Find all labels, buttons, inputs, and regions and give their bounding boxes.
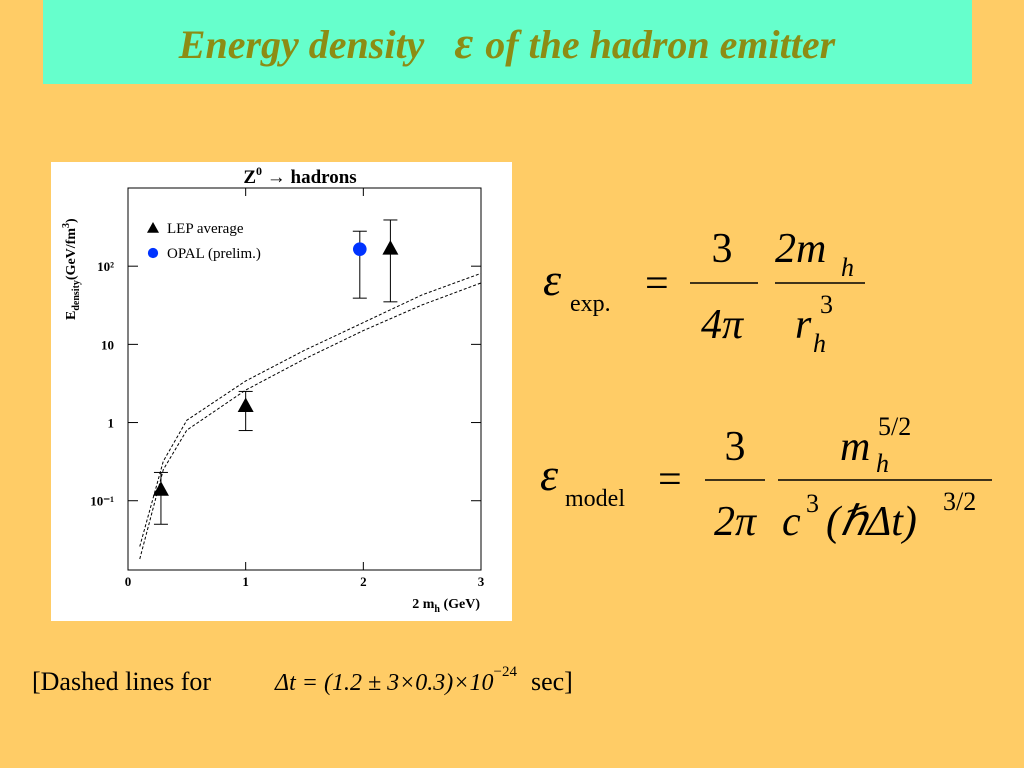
footnote-expr: Δt = (1.2 ± 3×0.3)×10 xyxy=(274,670,494,696)
model-curve xyxy=(139,282,482,560)
triangle-marker xyxy=(147,222,159,233)
circle-marker xyxy=(353,242,367,256)
plot-panel xyxy=(51,162,512,621)
equation-text: 2m xyxy=(775,226,826,272)
plot-title-part: 0 xyxy=(256,164,262,178)
y-axis-label-part: E xyxy=(64,311,79,320)
equation-text: 4π xyxy=(701,302,744,348)
y-axis-label-part: (GeV/fm xyxy=(64,228,79,280)
equation-text: c xyxy=(782,499,801,545)
equation-text: (ℏΔt) xyxy=(826,499,917,545)
y-axis-label-part: density xyxy=(71,280,82,311)
y-tick-label: 10² xyxy=(97,259,114,274)
equation-text: h xyxy=(876,449,889,478)
plot-title-part: Z xyxy=(243,167,256,188)
x-axis-label-part: h xyxy=(434,604,440,615)
x-tick-label: 2 xyxy=(360,574,367,589)
x-axis-label-part: (GeV) xyxy=(440,597,480,612)
x-axis-label-part: 2 m xyxy=(412,597,435,612)
y-axis-label-part: ) xyxy=(64,218,79,223)
equation-text: exp. xyxy=(570,291,611,317)
equation-text: 3 xyxy=(712,226,733,272)
y-axis-label: Edensity(GeV/fm3) xyxy=(61,218,82,320)
equation-text: = xyxy=(658,457,682,503)
y-tick-label: 1 xyxy=(108,416,115,431)
triangle-marker xyxy=(382,240,399,255)
equation-text: 3 xyxy=(820,290,833,319)
y-tick-label: 10 xyxy=(101,337,114,352)
triangle-marker xyxy=(152,481,169,496)
legend-label: LEP average xyxy=(167,221,244,237)
legend-label: OPAL (prelim.) xyxy=(167,246,261,262)
equation-text: 5/2 xyxy=(878,412,911,441)
equation-text: = xyxy=(645,261,669,307)
title-part: of the hadron emitter xyxy=(485,22,835,67)
model-curve xyxy=(139,272,482,547)
equation-text: 3 xyxy=(725,424,746,470)
plot-title-part: → hadrons xyxy=(262,167,357,188)
equation-text: 3 xyxy=(806,489,819,518)
footnote: [Dashed lines for Δt = (1.2 ± 3×0.3)×10−2… xyxy=(32,664,573,696)
equation-text: 3/2 xyxy=(943,487,976,516)
equation-text: ε xyxy=(543,254,562,305)
x-tick-label: 3 xyxy=(478,574,485,589)
footnote-text: [Dashed lines for xyxy=(32,667,211,696)
title-box xyxy=(43,0,972,84)
y-axis-label-part: 3 xyxy=(61,223,72,228)
equation-text: h xyxy=(841,253,854,282)
equation-text: r xyxy=(795,302,812,348)
footnote-exp: −24 xyxy=(494,664,518,680)
equation-text: m xyxy=(840,424,870,470)
x-axis-label: 2 mh (GeV) xyxy=(412,597,480,615)
x-tick-label: 1 xyxy=(242,574,249,589)
equation-text: 2π xyxy=(714,499,757,545)
title-part: Energy density xyxy=(178,22,425,67)
equation-text: ε xyxy=(540,449,559,500)
y-tick-label: 10⁻¹ xyxy=(90,494,114,509)
x-tick-label: 0 xyxy=(125,574,132,589)
slide-title: Energy density ε of the hadron emitter xyxy=(178,17,836,68)
plot-title: Z0 → hadrons xyxy=(243,164,356,188)
title-symbol: ε xyxy=(454,17,473,68)
plot-frame xyxy=(127,187,482,571)
equation-text: h xyxy=(813,329,826,358)
equation-text: model xyxy=(565,486,625,512)
triangle-marker xyxy=(237,397,254,412)
circle-marker xyxy=(147,247,159,259)
footnote-text: sec] xyxy=(531,667,573,696)
